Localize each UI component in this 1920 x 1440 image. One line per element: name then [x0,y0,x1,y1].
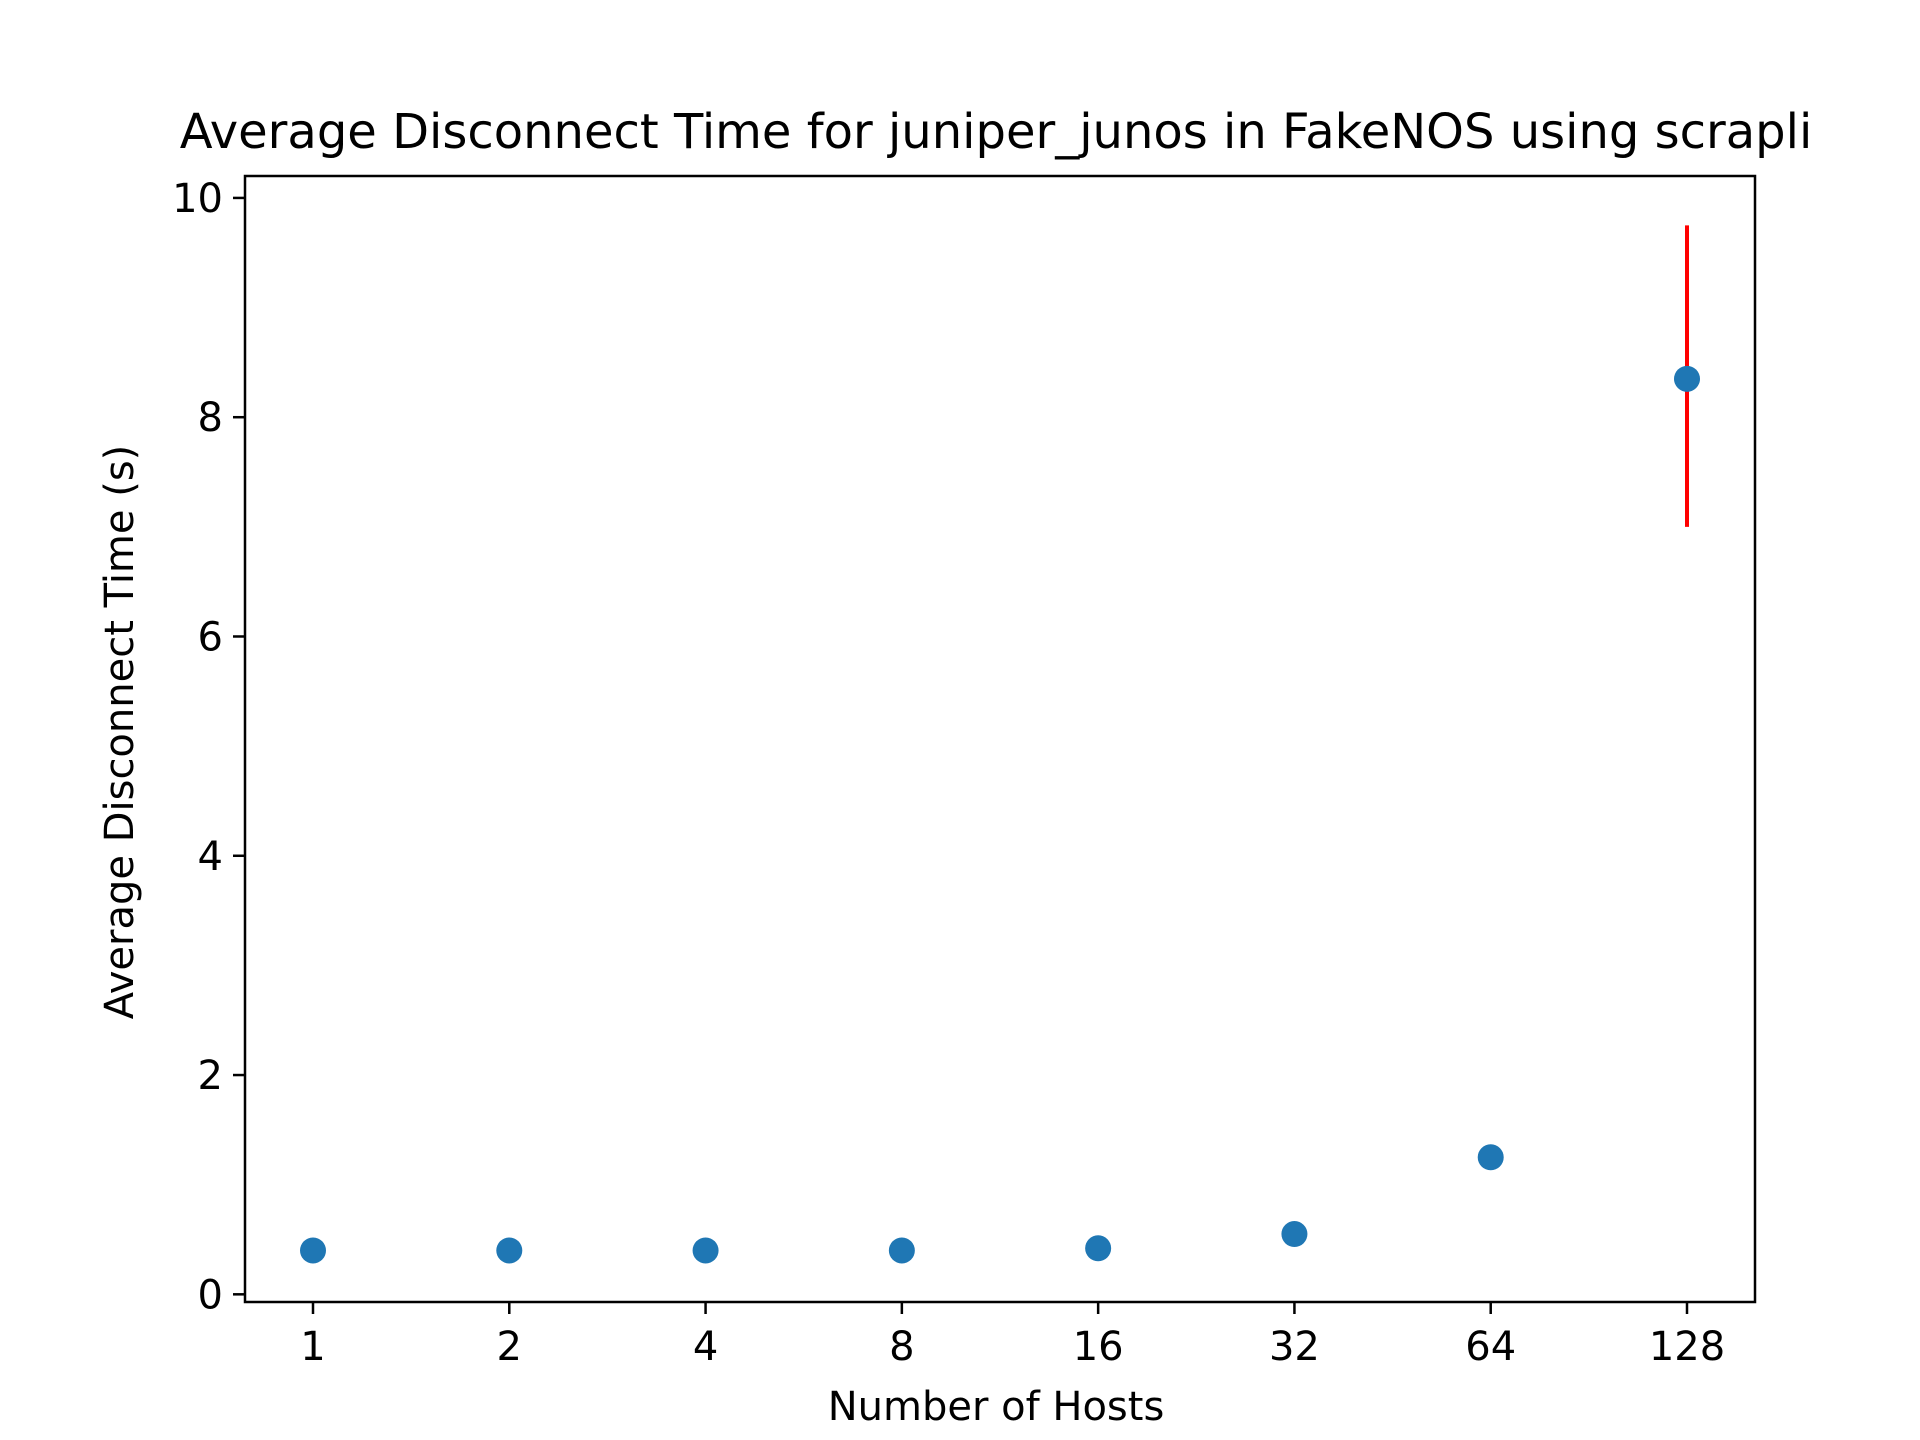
data-point [1085,1235,1112,1262]
data-point [1477,1144,1504,1171]
plot-area [243,174,1757,1304]
x-tick-label: 1 [300,1324,325,1370]
y-tick-label: 0 [198,1272,223,1318]
data-point [888,1237,915,1264]
data-point [1281,1221,1308,1248]
plot-frame [243,174,1757,1304]
x-tick-label: 16 [1073,1324,1124,1370]
x-tick-label: 4 [693,1324,718,1370]
x-axis-title: Number of Hosts [828,1384,1165,1430]
data-points [300,365,1700,1264]
x-tick-label: 8 [889,1324,914,1370]
y-tick-label: 2 [198,1053,223,1099]
x-tick-label: 32 [1269,1324,1320,1370]
x-tick-label: 128 [1649,1324,1725,1370]
x-axis: 1 2 4 8 16 32 64 128 [300,1302,1725,1370]
y-tick-label: 10 [172,176,223,222]
y-tick-label: 4 [198,834,223,880]
x-tick-label: 2 [497,1324,522,1370]
data-point [300,1237,326,1264]
data-point [1674,365,1700,392]
y-axis: 0 2 4 6 8 10 [172,176,245,1318]
y-tick-label: 8 [198,395,223,441]
data-point [692,1237,719,1264]
data-point [496,1237,523,1264]
chart-title: Average Disconnect Time for juniper_juno… [180,104,1813,160]
x-tick-label: 64 [1465,1324,1516,1370]
y-axis-title: Average Disconnect Time (s) [97,445,143,1020]
y-tick-label: 6 [198,614,223,660]
